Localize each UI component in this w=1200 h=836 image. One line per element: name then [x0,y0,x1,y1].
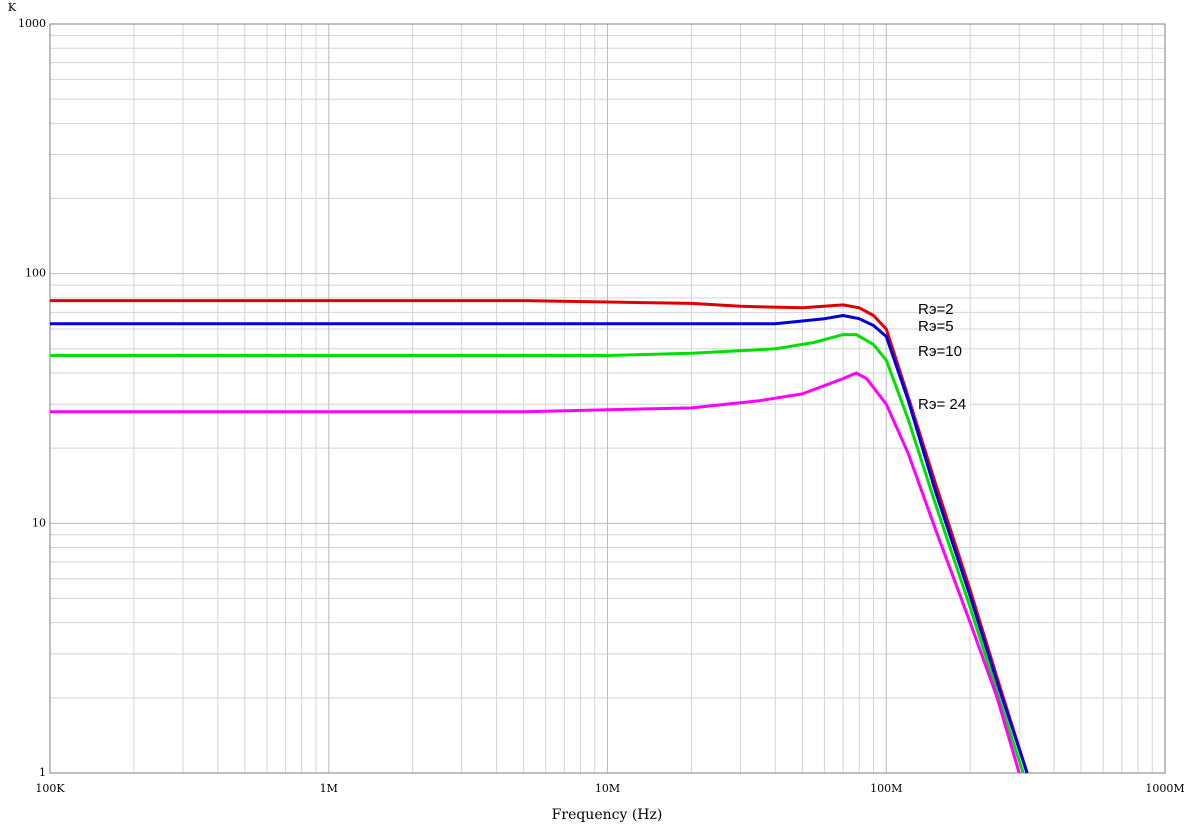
x-tick-label: 10M [595,782,620,795]
series-label: Rэ=2 [918,301,954,318]
series-label: Rэ=5 [918,318,954,335]
series-line [50,299,1029,774]
x-tick-label: 100M [870,782,902,795]
y-tick-label: 1000 [18,17,46,30]
y-tick-label: 1 [39,766,46,779]
x-tick-label: 1M [320,782,338,795]
x-tick-label: 100K [35,782,65,795]
series-line [50,333,1025,774]
x-axis-title: Frequency (Hz) [552,807,663,823]
y-axis-title: K [8,1,17,14]
x-tick-label: 1000M [1145,782,1184,795]
plot-frame [49,23,1166,774]
series-line [50,314,1029,774]
y-tick-label: 100 [25,267,46,280]
y-tick-label: 10 [32,516,46,529]
series-line [50,371,1021,774]
series-label: Rэ= 24 [918,396,966,413]
series-label: Rэ=10 [918,343,962,360]
label-background [916,392,971,416]
